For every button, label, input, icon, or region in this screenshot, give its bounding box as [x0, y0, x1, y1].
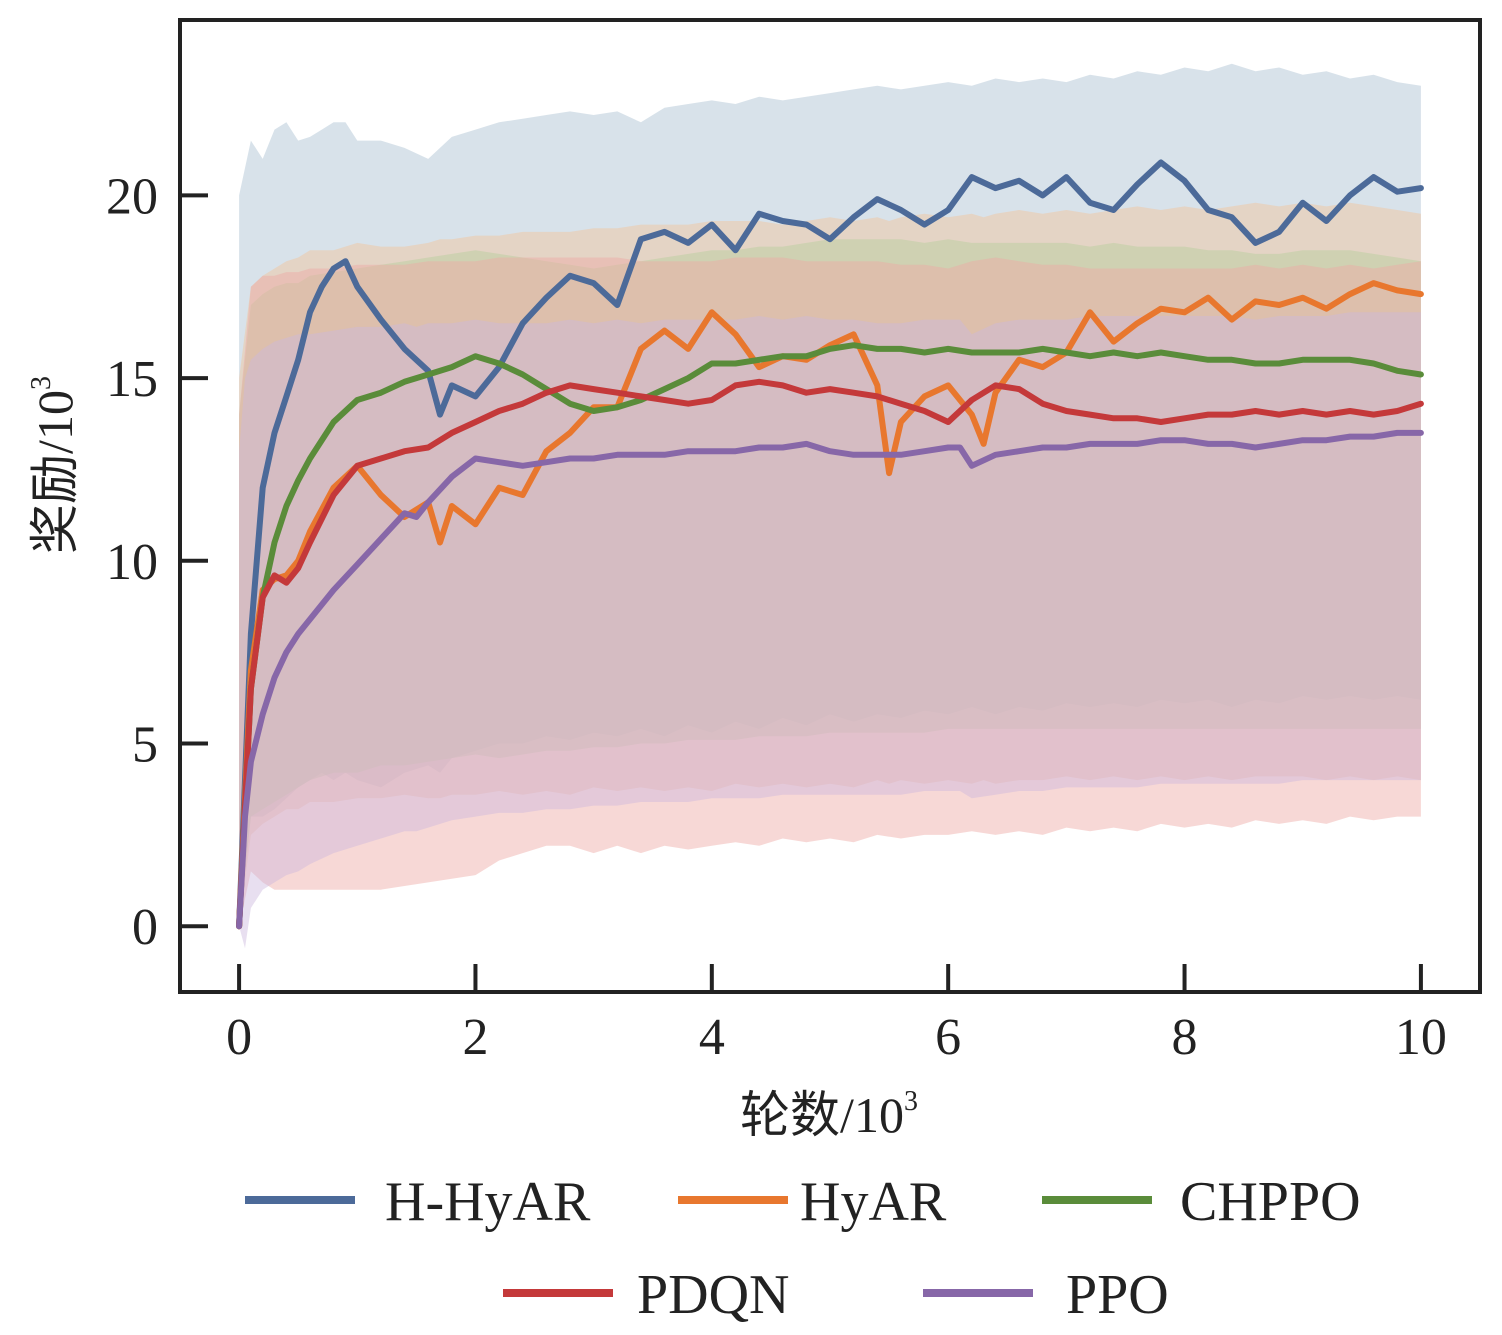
legend-label-hyar: HyAR — [800, 1171, 947, 1233]
x-tick-label: 6 — [935, 1009, 961, 1066]
legend: H-HyAR HyAR CHPPO PDQN PPO — [245, 1171, 1361, 1326]
y-axis-ticks: 0 5 10 15 20 — [106, 168, 208, 956]
pdqn-band — [239, 257, 1421, 927]
h-hyar-line — [236, 159, 1424, 930]
x-tick-label: 10 — [1395, 1009, 1447, 1066]
legend-label-pdqn: PDQN — [637, 1264, 789, 1326]
legend-item-h-hyar: H-HyAR — [245, 1171, 591, 1233]
y-tick-label: 10 — [106, 534, 158, 591]
h-hyar-band — [239, 63, 1421, 927]
y-axis-label: 奖励/103 — [26, 376, 83, 554]
hyar-line — [236, 280, 1424, 930]
x-tick-label: 8 — [1172, 1009, 1198, 1066]
mean-lines — [236, 159, 1424, 930]
legend-item-chppo: CHPPO — [1042, 1171, 1361, 1233]
legend-label-ppo: PPO — [1066, 1264, 1169, 1326]
y-tick-label: 0 — [132, 899, 158, 956]
chppo-line — [236, 342, 1424, 930]
legend-item-ppo: PPO — [923, 1264, 1169, 1326]
x-tick-label: 4 — [699, 1009, 725, 1066]
x-tick-label: 0 — [226, 1009, 252, 1066]
legend-item-hyar: HyAR — [678, 1171, 947, 1233]
legend-label-chppo: CHPPO — [1180, 1171, 1361, 1233]
x-tick-label: 2 — [462, 1009, 488, 1066]
x-axis-ticks: 0 2 4 6 8 10 — [226, 964, 1447, 1066]
y-tick-label: 5 — [132, 717, 158, 774]
chppo-band — [239, 239, 1421, 927]
pdqn-line — [236, 378, 1424, 930]
variance-bands — [239, 63, 1421, 949]
x-axis-label: 轮数/103 — [740, 1086, 918, 1143]
ppo-line — [236, 429, 1424, 930]
legend-item-pdqn: PDQN — [503, 1264, 789, 1326]
y-tick-label: 15 — [106, 351, 158, 408]
plot-frame — [178, 18, 1482, 994]
legend-label-h-hyar: H-HyAR — [385, 1171, 591, 1233]
y-tick-label: 20 — [106, 168, 158, 225]
